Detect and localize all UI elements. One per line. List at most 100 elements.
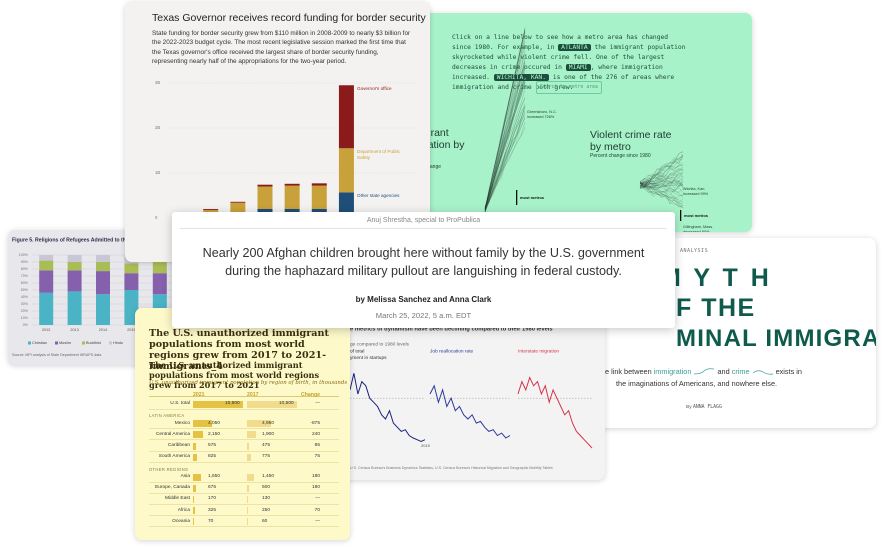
headline-line: F THE [676,294,756,322]
table-bar [247,431,257,439]
value-label: 2,150 [208,431,221,437]
y-tick-label: 2B [155,125,160,130]
group-label: OTHER REGIONS [149,466,189,472]
metro-line [484,56,526,213]
squiggle-line [752,370,773,375]
y-tick-label: 90% [21,260,29,264]
crime-line [639,183,684,208]
row-rule [149,461,339,463]
y-tick-label: 70% [21,274,29,278]
body-text: e link between [605,367,652,376]
crime-line [639,172,684,189]
change: 70 [314,507,320,513]
crime-line [639,181,684,198]
table-bar [247,473,254,481]
panel-title: of total [350,348,364,354]
value-label: 250 [262,507,271,513]
article-byline[interactable]: by Melissa Sanchez and Anna Clark [355,295,492,304]
row-rule [149,450,339,452]
crime-line [639,181,684,191]
change: 180 [311,485,320,491]
intro-text: the immigrant population skyrocketed whi… [452,44,686,71]
table-bar [193,484,197,492]
crime-line [639,162,684,185]
body-highlight: immigration [653,367,692,376]
texas-title: Texas Governor receives record funding f… [152,12,426,24]
panel-title: Interstate migration [518,348,559,354]
row-rule [149,439,339,441]
search-box[interactable]: Search by metro area [536,81,602,94]
dynamism-charts: e metrics of dynamism have been declinin… [349,327,593,470]
article-dek[interactable]: Nearly 200 Afghan children brought here … [202,246,645,278]
crime-line [639,177,684,188]
body-highlight: crime [731,367,750,376]
squiggle [752,370,773,375]
bar-segment [67,270,82,292]
row-rule [149,408,339,410]
crime-line [639,178,684,189]
row-label: U.S. total [170,401,190,406]
metro-line [484,76,526,209]
annotation: increased 99% [683,192,709,196]
bar-segment [152,262,167,274]
row-rule [149,526,339,528]
table-subtitle: U.S. unauthorized immigrant population b… [149,380,348,386]
legend-swatch [28,341,31,345]
crime-line [640,180,684,189]
row-rule [149,515,339,517]
table-bar [193,453,197,461]
metro-chip[interactable]: MIAMI [565,64,591,71]
bar-segment [284,185,300,209]
legend-label: Muslim [59,341,71,345]
kicker: ANALYSIS [680,248,709,254]
crime-line [639,182,684,192]
change: — [315,518,320,524]
metro-line [484,27,526,209]
annotation: Greensboro, N.C. [527,110,557,114]
metro-chip[interactable]: ATLANTA [558,44,591,51]
crime-line [639,154,684,185]
metro-line [484,103,526,211]
line [429,384,511,439]
crime-line [639,171,684,184]
metro-line [484,108,526,208]
intro-text: is one of the 276 of areas where immigra… [452,74,675,91]
crime-line [639,185,684,206]
metro-line [484,89,526,208]
table-bar [193,507,195,515]
metro-line [484,118,526,209]
bar-segment [338,192,354,218]
refugees-title: Figure 5. Religions of Refugees Admitted… [12,237,164,243]
y-tick-label: 20% [21,309,29,313]
bar-segment [124,273,139,290]
metro-chip[interactable]: WICHITA, KAN. [493,74,550,81]
intro: Click on a line below to see how a metro… [452,33,688,93]
crime-line [639,164,684,187]
y-tick-label: 50% [21,288,29,292]
value-label: 675 [208,485,217,491]
metro-line [484,115,526,210]
value-label: 130 [262,496,271,502]
metro-line [484,105,526,208]
panel-title: Job reallocation rate [430,348,474,354]
value-label: 10,500 [279,401,294,406]
x-tick-label: 2012 [42,328,50,332]
bar-segment [257,184,273,187]
y-tick-label: 0 [155,215,158,220]
change: 75 [314,454,320,460]
value-label: 1,650 [208,474,221,479]
crime-subtitle: Percent change since 1980 [590,153,651,159]
value-label: 70 [208,518,214,524]
metro-line [484,77,526,211]
metro-line [484,122,526,213]
crime-line [639,165,684,186]
bar-segment [203,209,219,210]
table-bar [247,484,250,492]
metro-line [484,28,526,211]
annotation: decreased 80% [683,230,710,232]
value-label: 10,500 [225,401,240,406]
table-bar [193,431,204,439]
bar-segment [96,255,110,262]
table-bar [193,473,201,481]
metro-explorer-card: Greensboro, N.C. increased 726% most metro… [400,13,752,232]
